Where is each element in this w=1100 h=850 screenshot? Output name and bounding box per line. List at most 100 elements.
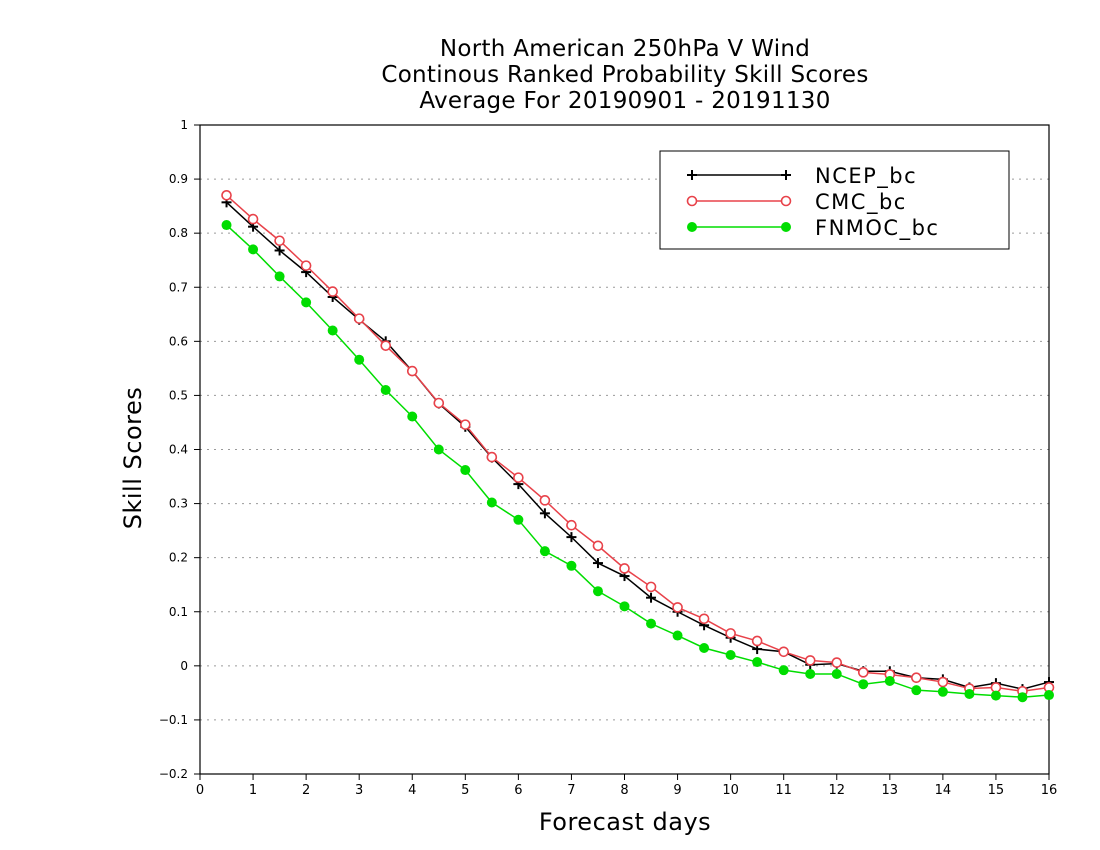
x-tick-label: 0 bbox=[196, 783, 204, 798]
data-point-CMC_bc bbox=[831, 657, 843, 668]
data-point-CMC_bc bbox=[460, 419, 471, 430]
data-point-CMC_bc bbox=[300, 260, 312, 271]
data-point-FNMOC_bc bbox=[407, 411, 418, 422]
data-point-CMC_bc bbox=[539, 495, 551, 506]
x-axis-label: Forecast days bbox=[538, 808, 712, 836]
x-tick-label: 7 bbox=[567, 783, 575, 798]
data-point-FNMOC_bc bbox=[513, 514, 524, 525]
data-point-FNMOC_bc bbox=[1017, 692, 1028, 703]
data-point-CMC_bc bbox=[804, 655, 816, 666]
x-tick-label: 10 bbox=[722, 783, 739, 798]
data-point-CMC_bc bbox=[592, 540, 604, 552]
data-point-FNMOC_bc bbox=[990, 690, 1001, 701]
y-tick-label: 0.6 bbox=[169, 334, 188, 348]
x-tick-label: 2 bbox=[302, 783, 310, 798]
x-tick-label: 5 bbox=[461, 783, 469, 798]
x-tick-label: 12 bbox=[828, 783, 845, 798]
data-point-FNMOC_bc bbox=[778, 665, 789, 676]
data-point-FNMOC_bc bbox=[248, 244, 259, 255]
y-tick-label: 0.2 bbox=[169, 551, 188, 565]
y-tick-label: 0 bbox=[180, 659, 188, 673]
y-tick-label: 0.1 bbox=[169, 605, 188, 619]
data-point-FNMOC_bc bbox=[858, 679, 869, 690]
data-point-NCEP_bc bbox=[592, 558, 603, 569]
data-point-CMC_bc bbox=[380, 340, 392, 351]
plot-frame bbox=[199, 124, 1050, 775]
data-point-FNMOC_bc bbox=[327, 325, 338, 336]
data-point-FNMOC_bc bbox=[592, 586, 603, 597]
data-point-NCEP_bc bbox=[566, 532, 577, 543]
chart-title-line-1: North American 250hPa V Wind bbox=[439, 36, 811, 62]
data-point-NCEP_bc bbox=[646, 592, 657, 603]
x-tick-label: 11 bbox=[775, 783, 792, 798]
legend-marker bbox=[687, 222, 697, 232]
data-point-FNMOC_bc bbox=[831, 668, 842, 679]
data-point-FNMOC_bc bbox=[433, 444, 444, 455]
data-point-FNMOC_bc bbox=[274, 271, 285, 282]
legend-marker bbox=[686, 195, 698, 207]
data-point-FNMOC_bc bbox=[566, 560, 577, 571]
data-point-CMC_bc bbox=[751, 635, 763, 647]
x-tick-label: 4 bbox=[408, 783, 416, 798]
y-tick-label: −0.1 bbox=[159, 713, 188, 727]
data-point-CMC_bc bbox=[645, 581, 657, 593]
legend-marker bbox=[687, 170, 697, 180]
data-point-FNMOC_bc bbox=[911, 685, 922, 696]
data-point-CMC_bc bbox=[725, 628, 736, 639]
y-tick-label: 0.3 bbox=[169, 497, 188, 511]
series-line-NCEP_bc bbox=[226, 201, 1050, 690]
legend-label: NCEP_bc bbox=[815, 164, 917, 189]
data-point-FNMOC_bc bbox=[725, 650, 736, 661]
data-point-FNMOC_bc bbox=[354, 354, 365, 365]
data-point-FNMOC_bc bbox=[699, 642, 710, 653]
x-tick-label: 14 bbox=[935, 783, 952, 798]
data-point-FNMOC_bc bbox=[380, 385, 391, 396]
x-tick-label: 15 bbox=[988, 783, 1005, 798]
data-point-FNMOC_bc bbox=[964, 688, 975, 699]
y-tick-label: 0.9 bbox=[169, 172, 188, 186]
x-tick-label: 8 bbox=[620, 783, 628, 798]
y-tick-label: 0.4 bbox=[169, 443, 188, 457]
data-point-CMC_bc bbox=[486, 451, 498, 463]
legend-marker bbox=[781, 222, 791, 232]
data-point-FNMOC_bc bbox=[460, 465, 471, 476]
data-point-CMC_bc bbox=[698, 613, 710, 625]
data-point-CMC_bc bbox=[566, 519, 577, 531]
data-point-CMC_bc bbox=[406, 365, 418, 377]
data-point-FNMOC_bc bbox=[672, 630, 683, 641]
data-point-CMC_bc bbox=[937, 676, 949, 688]
data-point-FNMOC_bc bbox=[752, 657, 763, 668]
data-point-CMC_bc bbox=[327, 286, 338, 297]
y-axis-label: Skill Scores bbox=[119, 386, 147, 530]
y-tick-label: 0.5 bbox=[169, 388, 188, 402]
legend-box bbox=[659, 150, 1010, 250]
y-tick-label: 1 bbox=[180, 118, 188, 132]
x-tick-label: 13 bbox=[882, 783, 899, 798]
data-point-FNMOC_bc bbox=[937, 686, 948, 697]
data-point-CMC_bc bbox=[221, 190, 232, 201]
data-point-CMC_bc bbox=[857, 667, 869, 678]
legend-marker bbox=[781, 170, 791, 180]
data-point-FNMOC_bc bbox=[884, 675, 895, 686]
data-point-CMC_bc bbox=[433, 397, 445, 409]
data-point-NCEP_bc bbox=[539, 508, 550, 519]
y-tick-label: 0.8 bbox=[169, 226, 188, 240]
data-point-CMC_bc bbox=[619, 563, 630, 574]
x-tick-label: 16 bbox=[1041, 783, 1058, 798]
data-point-NCEP_bc bbox=[274, 245, 285, 256]
data-point-FNMOC_bc bbox=[221, 220, 232, 231]
data-point-FNMOC_bc bbox=[539, 546, 550, 557]
data-point-CMC_bc bbox=[274, 235, 285, 247]
data-point-FNMOC_bc bbox=[486, 497, 497, 508]
series-line-CMC_bc bbox=[226, 194, 1050, 693]
x-tick-label: 1 bbox=[249, 783, 257, 798]
y-tick-label: −0.2 bbox=[159, 767, 188, 781]
legend-label: CMC_bc bbox=[815, 190, 907, 215]
x-tick-label: 9 bbox=[673, 783, 681, 798]
x-tick-label: 6 bbox=[514, 783, 522, 798]
x-tick-label: 3 bbox=[355, 783, 363, 798]
data-point-FNMOC_bc bbox=[619, 601, 630, 612]
legend-marker bbox=[780, 195, 792, 207]
